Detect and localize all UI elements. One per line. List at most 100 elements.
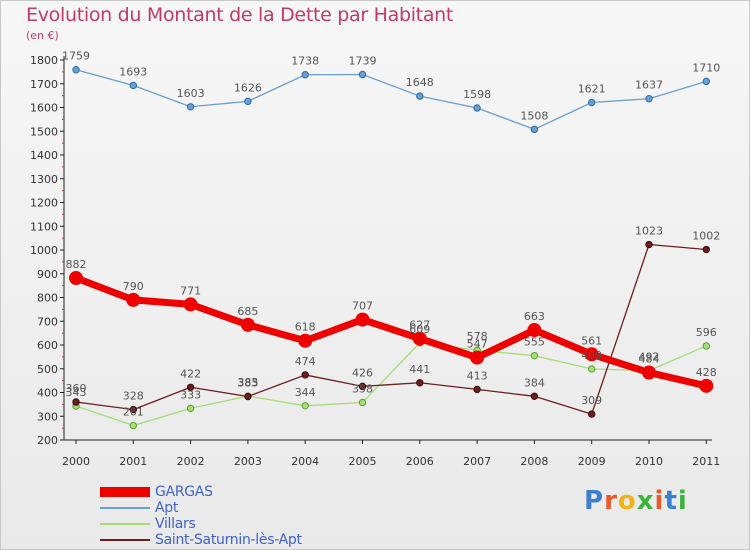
data-label: 1739 (349, 54, 377, 67)
data-point (645, 240, 653, 249)
x-tick-label: 2001 (119, 455, 147, 468)
legend-swatch (100, 523, 150, 525)
data-label: 422 (180, 367, 201, 380)
y-tick-label: 1000 (30, 244, 58, 257)
data-label: 360 (66, 382, 87, 395)
data-label: 596 (696, 326, 717, 339)
legend-label: Villars (155, 516, 196, 532)
data-point (358, 382, 367, 391)
legend-swatch (100, 507, 150, 509)
data-label: 1710 (692, 61, 720, 74)
data-label: 555 (524, 336, 545, 349)
data-label: 561 (581, 334, 602, 347)
data-label: 618 (295, 321, 316, 334)
x-tick-label: 2004 (291, 455, 319, 468)
data-label: 578 (467, 330, 488, 343)
legend-item: GARGAS (100, 484, 302, 500)
data-point (186, 404, 195, 413)
data-point (301, 71, 309, 79)
y-tick-label: 1700 (30, 78, 58, 91)
x-tick-label: 2005 (349, 455, 377, 468)
logo-letter: P (584, 486, 605, 516)
data-point (588, 410, 596, 418)
legend-item: Villars (100, 516, 302, 532)
data-point (240, 317, 255, 332)
logo-letter: x (636, 486, 655, 516)
y-tick-label: 200 (37, 434, 58, 447)
legend-label: Apt (155, 500, 179, 516)
data-point (183, 297, 198, 312)
data-point (642, 365, 656, 380)
data-label: 609 (409, 323, 430, 336)
data-label: 1508 (520, 109, 548, 122)
x-tick-label: 2002 (177, 455, 205, 468)
y-tick-label: 900 (37, 268, 58, 281)
x-tick-label: 2009 (578, 455, 606, 468)
legend-swatch (100, 539, 150, 541)
data-label: 790 (123, 280, 144, 293)
data-point (69, 271, 83, 286)
data-point (588, 365, 596, 373)
data-point (244, 392, 252, 401)
data-point (416, 379, 424, 387)
data-point (358, 70, 367, 79)
chart-subtitle: (en €) (26, 29, 59, 42)
data-point (530, 125, 539, 134)
legend-item: Apt (100, 500, 302, 516)
data-label: 384 (524, 376, 545, 389)
logo-letter: i (677, 486, 688, 516)
data-point (702, 342, 710, 350)
data-point (588, 98, 596, 107)
series-line-villars (75, 342, 707, 427)
data-label: 1637 (635, 79, 663, 92)
data-label: 343 (66, 386, 87, 399)
data-point (72, 66, 80, 74)
legend-item: Saint-Saturnin-lès-Apt (100, 532, 302, 548)
data-label: 333 (180, 388, 201, 401)
logo-letter: i (654, 486, 665, 516)
data-label: 383 (237, 377, 258, 390)
series-line-saint-saturnin-l-s-apt (75, 243, 707, 415)
data-point (129, 81, 138, 90)
data-label: 663 (524, 310, 545, 323)
y-tick-label: 1400 (30, 149, 58, 162)
y-tick-label: 400 (37, 387, 58, 400)
data-label: 428 (696, 366, 717, 379)
data-point (699, 378, 714, 393)
data-label: 771 (180, 284, 201, 297)
data-label: 474 (295, 355, 316, 368)
data-label: 1759 (62, 50, 90, 63)
data-point (584, 347, 599, 362)
x-tick-label: 2006 (406, 455, 434, 468)
data-point (645, 95, 653, 103)
data-point (473, 104, 481, 112)
data-label: 261 (123, 406, 144, 419)
data-label: 492 (639, 351, 660, 364)
data-label: 328 (123, 390, 144, 403)
y-tick-label: 1500 (30, 125, 58, 138)
data-label: 1626 (234, 81, 262, 94)
data-point (301, 402, 309, 410)
data-point (301, 371, 309, 379)
data-label: 547 (467, 338, 488, 351)
data-point (412, 331, 427, 346)
y-tick-label: 300 (37, 410, 58, 423)
data-label: 309 (581, 394, 602, 407)
data-label: 358 (352, 382, 373, 395)
data-point (129, 405, 138, 414)
data-label: 1598 (463, 88, 491, 101)
legend-label: GARGAS (155, 484, 213, 500)
data-point (126, 292, 141, 307)
data-point (470, 350, 485, 365)
series-line-gargas (74, 274, 708, 390)
data-point (702, 245, 710, 254)
x-tick-label: 2008 (520, 455, 548, 468)
x-tick-label: 2000 (62, 455, 90, 468)
y-tick-label: 1600 (30, 102, 58, 115)
data-point (530, 351, 539, 360)
x-tick-label: 2003 (234, 455, 262, 468)
proxiti-logo: Proxiti (584, 486, 688, 516)
data-point (129, 421, 138, 430)
